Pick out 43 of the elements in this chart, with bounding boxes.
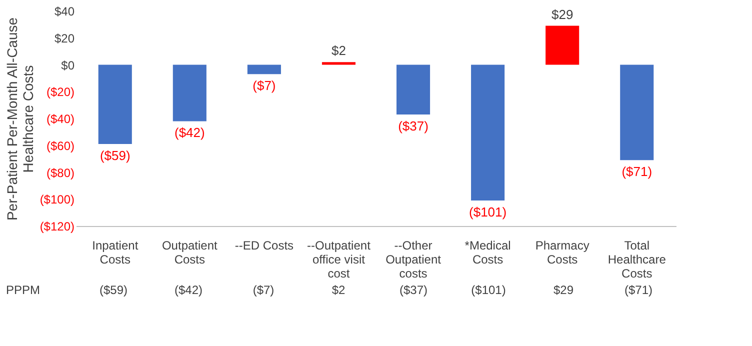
bar bbox=[546, 26, 580, 65]
y-tick-label: ($100) bbox=[40, 192, 75, 207]
text: ($37) bbox=[398, 118, 428, 134]
text: ($59) bbox=[100, 148, 130, 164]
x-tick-label: Pharmacy Costs bbox=[535, 238, 590, 266]
text: ($42) bbox=[174, 125, 205, 140]
y-tick-label: $0 bbox=[61, 58, 75, 72]
y-tick-label: ($80) bbox=[46, 166, 74, 180]
bar bbox=[396, 64, 430, 114]
bar bbox=[620, 64, 654, 160]
y-tick-label: $20 bbox=[54, 31, 75, 46]
text: ($7) bbox=[252, 78, 276, 94]
bar bbox=[247, 64, 281, 74]
data-label: ($71) bbox=[624, 283, 653, 297]
x-tick-label: --Other Outpatient costs bbox=[386, 238, 442, 280]
y-tick-label: ($40) bbox=[46, 112, 74, 126]
bar bbox=[172, 64, 206, 122]
x-tick-label: Total Healthcare Costs bbox=[608, 238, 666, 280]
y-tick-label: ($20) bbox=[46, 85, 74, 100]
y-axis-title: Per-Patient Per-Month All-Cause Healthcare Costs bbox=[4, 17, 36, 221]
text: PPPM bbox=[6, 283, 40, 297]
data-label: ($7) bbox=[252, 283, 274, 297]
text: $2 bbox=[332, 43, 346, 58]
y-tick-label: ($120) bbox=[40, 220, 75, 234]
y-tick-label: $40 bbox=[54, 4, 75, 18]
data-label: $2 bbox=[332, 283, 346, 297]
data-label: ($59) bbox=[99, 283, 128, 297]
x-tick-label: --Outpatient office visit cost bbox=[307, 238, 372, 280]
data-label: $29 bbox=[553, 283, 574, 297]
x-tick-label: --ED Costs bbox=[234, 238, 294, 252]
text: ($101) bbox=[469, 204, 507, 220]
text: $29 bbox=[551, 6, 574, 22]
x-tick-label: *Medical Costs bbox=[464, 238, 511, 266]
x-tick-label: Outpatient Costs bbox=[162, 238, 218, 266]
bar bbox=[471, 64, 505, 200]
data-label: ($101) bbox=[471, 283, 506, 297]
data-label: ($42) bbox=[174, 283, 203, 297]
data-label: ($37) bbox=[399, 283, 428, 297]
bar bbox=[322, 62, 356, 65]
x-tick-label: Inpatient Costs bbox=[92, 238, 139, 266]
y-tick-label: ($60) bbox=[46, 138, 74, 153]
text: ($71) bbox=[622, 164, 652, 180]
bar bbox=[98, 64, 132, 144]
